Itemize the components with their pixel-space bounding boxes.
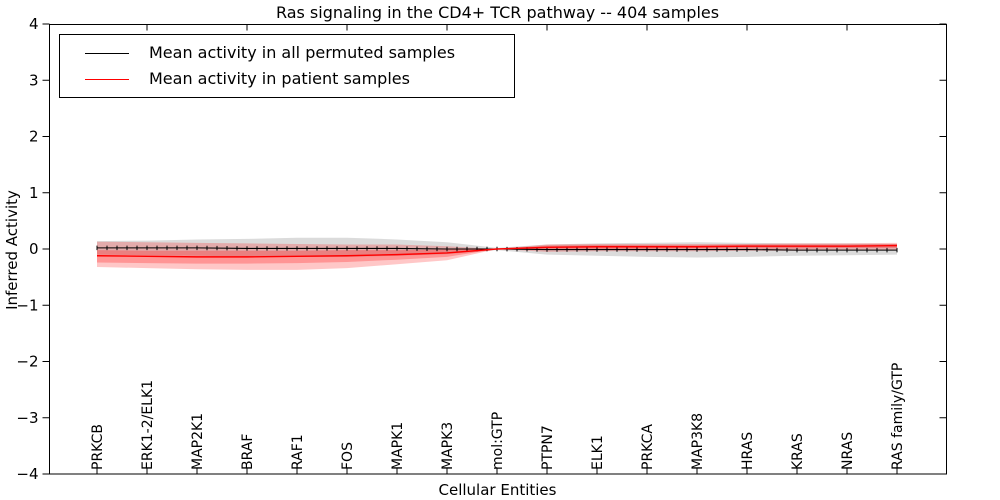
y-tick-label: 2 [29, 128, 39, 146]
x-tick-label: NRAS [840, 432, 856, 470]
x-tick-label: RAS family/GTP [890, 363, 906, 470]
y-tick-label: −3 [16, 409, 38, 427]
legend-entry-permuted: Mean activity in all permuted samples [60, 45, 514, 61]
permuted-samples-range-band [97, 237, 897, 258]
permuted-line-swatch [85, 52, 129, 54]
y-tick-label: −4 [16, 465, 38, 483]
x-tick-label: FOS [340, 442, 356, 470]
legend-label-permuted: Mean activity in all permuted samples [149, 43, 456, 62]
x-tick-label: ERK1-2/ELK1 [140, 380, 156, 470]
x-tick-label: BRAF [240, 434, 256, 470]
x-tick-label: HRAS [740, 432, 756, 470]
y-axis-label: Inferred Activity [3, 190, 21, 310]
x-axis-label: Cellular Entities [438, 481, 557, 499]
y-tick-label: 0 [29, 240, 39, 258]
legend-entry-patient: Mean activity in patient samples [60, 71, 514, 87]
x-tick-label: MAP2K1 [190, 413, 206, 470]
x-tick-label: KRAS [790, 433, 806, 470]
y-tick-label: −2 [16, 353, 38, 371]
legend-label-patient: Mean activity in patient samples [149, 69, 410, 88]
x-tick-label: RAF1 [290, 434, 306, 470]
y-tick-label: 3 [29, 71, 39, 89]
y-tick-label: −1 [16, 296, 38, 314]
x-tick-label: MAPK3 [440, 422, 456, 470]
chart-title: Ras signaling in the CD4+ TCR pathway --… [275, 3, 720, 22]
patient-line-swatch [85, 78, 129, 80]
patient-samples-range-inner-band [97, 243, 897, 264]
x-tick-label: PTPN7 [540, 425, 556, 470]
legend: Mean activity in all permuted samples Me… [59, 34, 515, 98]
patient-mean-line [96, 244, 898, 258]
x-tick-label: PRKCB [90, 424, 106, 470]
x-tick-label: ELK1 [590, 435, 606, 470]
x-tick-label: MAPK1 [390, 422, 406, 470]
x-tick-label: PRKCA [640, 424, 656, 470]
y-tick-label: 4 [29, 15, 39, 33]
y-tick-label: 1 [29, 184, 39, 202]
x-tick-label: MAP3K8 [690, 413, 706, 470]
x-tick-label: mol:GTP [490, 412, 506, 470]
